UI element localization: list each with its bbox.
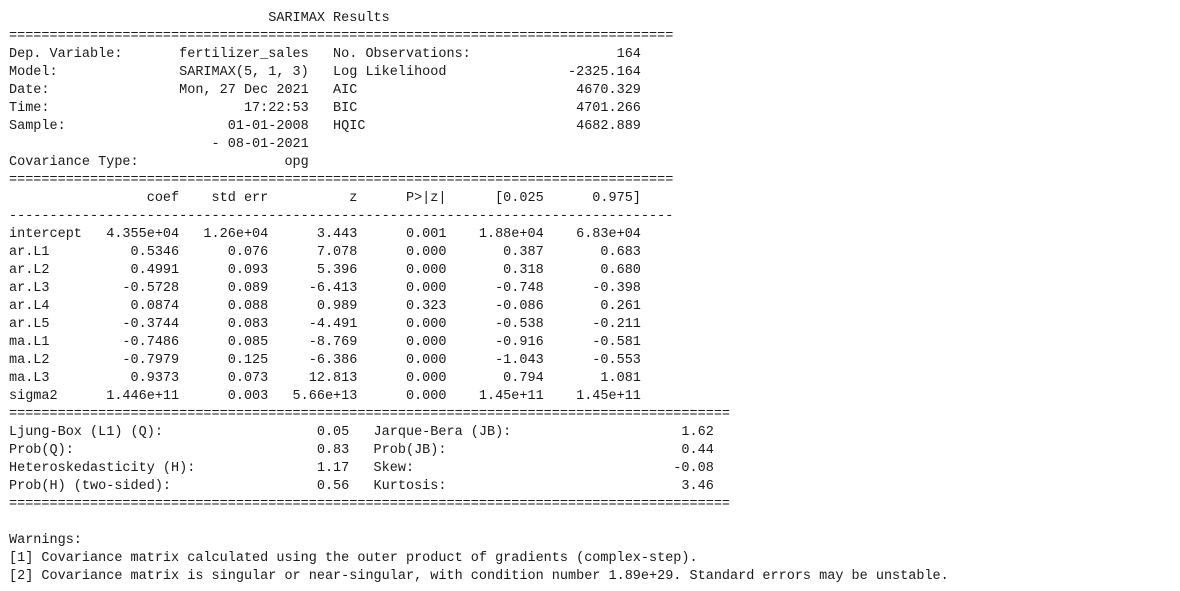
diagnostics-row: Heteroskedasticity (H): 1.17 Skew: -0.08 bbox=[9, 461, 714, 476]
summary-row: Model: SARIMAX(5, 1, 3) Log Likelihood -… bbox=[9, 65, 641, 80]
summary-row: - 08-01-2021 bbox=[9, 137, 309, 152]
coef-table-row: ar.L4 0.0874 0.088 0.989 0.323 -0.086 0.… bbox=[9, 299, 641, 314]
coef-table-row: ar.L3 -0.5728 0.089 -6.413 0.000 -0.748 … bbox=[9, 281, 641, 296]
diagnostics-row: Prob(Q): 0.83 Prob(JB): 0.44 bbox=[9, 443, 714, 458]
coef-table-row: ma.L1 -0.7486 0.085 -8.769 0.000 -0.916 … bbox=[9, 335, 641, 350]
coef-table-row: ar.L1 0.5346 0.076 7.078 0.000 0.387 0.6… bbox=[9, 245, 641, 260]
warning-item: [1] Covariance matrix calculated using t… bbox=[9, 551, 698, 566]
summary-row: Dep. Variable: fertilizer_sales No. Obse… bbox=[9, 47, 641, 62]
summary-row: Covariance Type: opg bbox=[9, 155, 309, 170]
summary-row: Time: 17:22:53 BIC 4701.266 bbox=[9, 101, 641, 116]
coef-table-row: intercept 4.355e+04 1.26e+04 3.443 0.001… bbox=[9, 227, 641, 242]
coef-table-row: sigma2 1.446e+11 0.003 5.66e+13 0.000 1.… bbox=[9, 389, 641, 404]
results-title: SARIMAX Results bbox=[9, 11, 390, 26]
coef-table-header: coef std err z P>|z| [0.025 0.975] bbox=[9, 191, 641, 206]
dashed-separator: ----------------------------------------… bbox=[9, 209, 674, 224]
coef-table-row: ma.L3 0.9373 0.073 12.813 0.000 0.794 1.… bbox=[9, 371, 641, 386]
warnings-heading: Warnings: bbox=[9, 533, 82, 548]
coef-table-row: ma.L2 -0.7979 0.125 -6.386 0.000 -1.043 … bbox=[9, 353, 641, 368]
coef-table-row: ar.L2 0.4991 0.093 5.396 0.000 0.318 0.6… bbox=[9, 263, 641, 278]
coef-table-row: ar.L5 -0.3744 0.083 -4.491 0.000 -0.538 … bbox=[9, 317, 641, 332]
separator-line: ========================================… bbox=[9, 29, 674, 44]
summary-row: Date: Mon, 27 Dec 2021 AIC 4670.329 bbox=[9, 83, 641, 98]
separator-line: ========================================… bbox=[9, 407, 731, 422]
blank-line bbox=[9, 514, 1180, 532]
diagnostics-row: Prob(H) (two-sided): 0.56 Kurtosis: 3.46 bbox=[9, 479, 714, 494]
separator-line: ========================================… bbox=[9, 173, 674, 188]
diagnostics-row: Ljung-Box (L1) (Q): 0.05 Jarque-Bera (JB… bbox=[9, 425, 714, 440]
separator-line: ========================================… bbox=[9, 497, 731, 512]
warning-item: [2] Covariance matrix is singular or nea… bbox=[9, 569, 949, 584]
summary-row: Sample: 01-01-2008 HQIC 4682.889 bbox=[9, 119, 641, 134]
